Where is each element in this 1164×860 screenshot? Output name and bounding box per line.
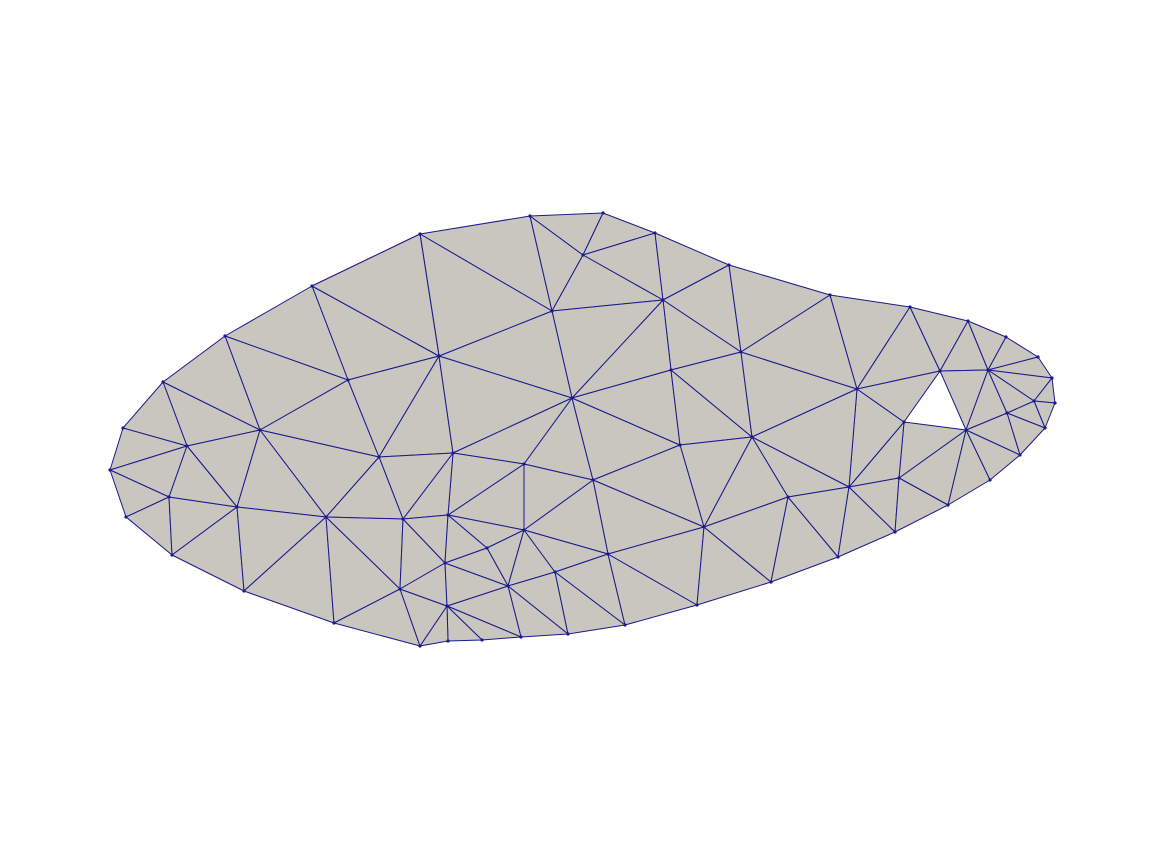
- mesh-vertex: [702, 525, 706, 529]
- mesh-vertex: [938, 369, 942, 373]
- mesh-vertex: [485, 546, 489, 550]
- mesh-vertex: [522, 462, 526, 466]
- mesh-vertex: [324, 515, 328, 519]
- mesh-vertex: [908, 305, 912, 309]
- mesh-vertex: [519, 635, 523, 639]
- mesh-vertex: [727, 263, 731, 267]
- mesh-vertex: [446, 639, 450, 643]
- mesh-vertex: [828, 293, 832, 297]
- mesh-vertex: [528, 214, 532, 218]
- mesh-vertex: [750, 435, 754, 439]
- mesh-vertex: [377, 455, 381, 459]
- mesh-vertex: [566, 632, 570, 636]
- mesh-vertex: [581, 253, 585, 257]
- mesh-vertex: [739, 350, 743, 354]
- mesh-triangle: [987, 369, 1035, 414]
- mesh-vertex: [401, 517, 405, 521]
- mesh-vertex: [418, 232, 422, 236]
- mesh-vertex: [1043, 426, 1047, 430]
- mesh-vertex: [1018, 453, 1022, 457]
- mesh-vertex: [1004, 335, 1008, 339]
- mesh-vertex: [446, 513, 450, 517]
- mesh-vertex: [550, 309, 554, 313]
- mesh-vertex: [946, 503, 950, 507]
- mesh-triangle: [168, 445, 238, 508]
- mesh-vertex: [451, 451, 455, 455]
- mesh-vertex: [553, 570, 557, 574]
- mesh-vertex: [258, 428, 262, 432]
- mesh-triangle: [856, 370, 941, 423]
- mesh-vertex: [769, 580, 773, 584]
- mesh-vertex: [897, 476, 901, 480]
- mesh-vertex: [332, 621, 336, 625]
- mesh-vertex: [591, 478, 595, 482]
- mesh-vertex: [1005, 411, 1009, 415]
- mesh-vertex: [1053, 401, 1057, 405]
- mesh-vertex: [235, 505, 239, 509]
- mesh-vertex: [1032, 399, 1036, 403]
- mesh-vertex: [601, 211, 605, 215]
- triangulated-mesh: [108, 211, 1057, 648]
- mesh-vertex: [223, 334, 227, 338]
- mesh-vertex: [661, 298, 665, 302]
- mesh-vertex: [480, 638, 484, 642]
- mesh-vertex: [966, 319, 970, 323]
- mesh-vertex: [847, 485, 851, 489]
- mesh-vertex: [1036, 355, 1040, 359]
- mesh-vertex: [124, 515, 128, 519]
- mesh-vertex: [310, 284, 314, 288]
- mesh-vertex: [242, 589, 246, 593]
- mesh-vertex: [678, 443, 682, 447]
- mesh-triangle: [311, 233, 440, 357]
- mesh-vertex: [570, 396, 574, 400]
- mesh-vertex: [855, 387, 859, 391]
- mesh-vertex: [506, 584, 510, 588]
- mesh-vertex: [161, 380, 165, 384]
- mesh-vertex: [623, 623, 627, 627]
- mesh-vertex: [170, 553, 174, 557]
- mesh-vertex: [669, 368, 673, 372]
- mesh-vertex: [986, 368, 990, 372]
- mesh-vertex: [167, 495, 171, 499]
- mesh-vertex: [902, 420, 906, 424]
- mesh-vertex: [606, 552, 610, 556]
- mesh-vertex: [786, 495, 790, 499]
- mesh-vertex: [108, 468, 112, 472]
- mesh-vertex: [695, 603, 699, 607]
- mesh-vertex: [398, 587, 402, 591]
- mesh-vertex: [185, 444, 189, 448]
- mesh-vertex: [121, 426, 125, 430]
- mesh-vertex: [964, 428, 968, 432]
- mesh-vertex: [893, 530, 897, 534]
- mesh-triangle: [554, 571, 626, 635]
- mesh-vertex: [437, 354, 441, 358]
- mesh-vertex: [1050, 376, 1054, 380]
- mesh-triangle: [444, 547, 509, 587]
- mesh-vertex: [443, 561, 447, 565]
- mesh-vertex: [445, 604, 449, 608]
- mesh-vertex: [836, 555, 840, 559]
- mesh-vertex: [653, 231, 657, 235]
- mesh-vertex: [988, 478, 992, 482]
- mesh-vertex: [346, 378, 350, 382]
- mesh-vertex: [418, 644, 422, 648]
- mesh-triangle: [894, 477, 949, 533]
- mesh-vertex: [522, 528, 526, 532]
